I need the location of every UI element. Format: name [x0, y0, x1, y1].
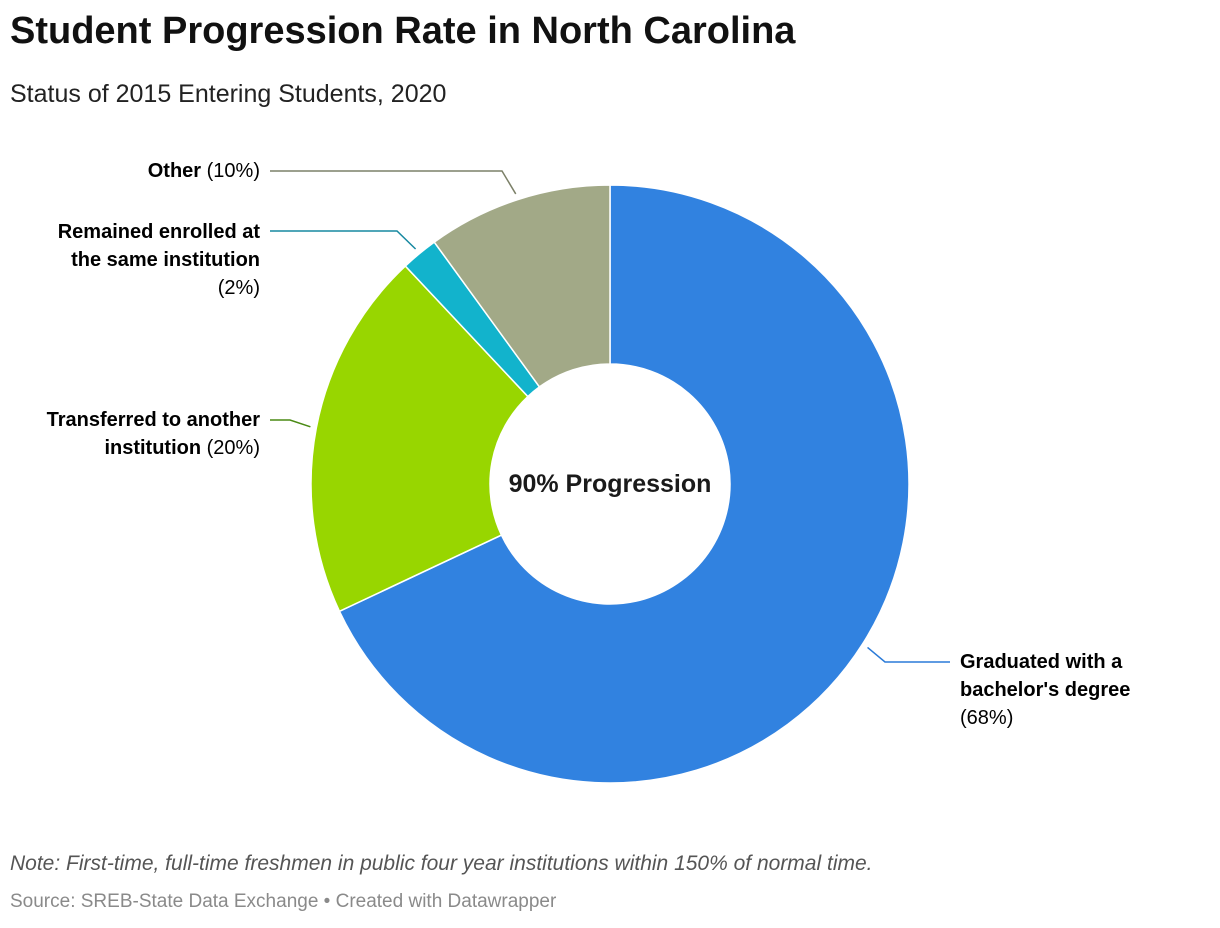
label-enrolled: Remained enrolled at the same institutio…	[10, 218, 260, 302]
leader-line-transferred	[270, 419, 311, 428]
chart-subtitle: Status of 2015 Entering Students, 2020	[10, 80, 447, 108]
chart-note: Note: First-time, full-time freshmen in …	[10, 852, 873, 875]
label-other-name: Other	[147, 160, 202, 182]
label-other: Other (10%)	[20, 157, 260, 185]
label-graduated-name-1: Graduated with a	[960, 651, 1123, 673]
label-transferred-name-1: Transferred to another	[46, 409, 260, 431]
leader-line-graduated	[867, 646, 950, 663]
label-enrolled-pct: (2%)	[217, 277, 260, 299]
label-transferred: Transferred to another institution (20%)	[10, 406, 260, 462]
label-enrolled-name-2: the same institution	[71, 249, 260, 271]
leader-lines	[270, 170, 950, 663]
label-graduated-pct: (68%)	[960, 707, 1014, 729]
label-graduated-name-2: bachelor's degree	[960, 679, 1131, 701]
chart-source: Source: SREB-State Data Exchange • Creat…	[10, 891, 557, 912]
chart-title: Student Progression Rate in North Caroli…	[10, 10, 796, 52]
slice-transferred	[310, 264, 529, 613]
donut-slices	[310, 184, 910, 784]
center-label: 90% Progression	[509, 470, 712, 498]
label-other-pct: (10%)	[206, 160, 260, 182]
slice-graduated	[338, 184, 910, 784]
leader-line-enrolled	[270, 230, 417, 250]
label-graduated: Graduated with a bachelor's degree (68%)	[960, 648, 1210, 732]
slice-other	[433, 184, 611, 388]
label-enrolled-name-1: Remained enrolled at	[57, 221, 260, 243]
label-transferred-pct: (20%)	[206, 437, 260, 459]
label-transferred-name-2: institution	[104, 437, 202, 459]
leader-line-other	[270, 170, 517, 195]
